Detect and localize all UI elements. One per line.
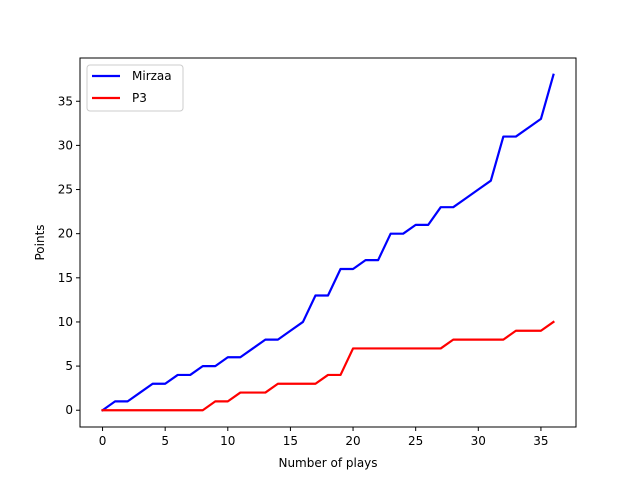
- y-tick-label: 5: [65, 359, 73, 373]
- series-line-1: [101, 73, 555, 412]
- legend-label-1: Mirzaa: [132, 69, 172, 83]
- x-tick-label: 35: [533, 434, 548, 448]
- series-layer: [101, 73, 555, 412]
- x-tick-label: 10: [220, 434, 235, 448]
- y-axis: 0 5 10 15 20 25 30 35: [58, 94, 80, 417]
- x-axis-label: Number of plays: [278, 456, 377, 470]
- y-tick-label: 10: [58, 315, 73, 329]
- y-tick-label: 20: [58, 227, 73, 241]
- y-tick-label: 25: [58, 183, 73, 197]
- legend-label-2: P3: [132, 91, 147, 105]
- x-axis: 0 5 10 15 20 25 30 35: [99, 427, 549, 448]
- y-tick-label: 35: [58, 94, 73, 108]
- x-tick-label: 5: [161, 434, 169, 448]
- y-axis-label: Points: [33, 224, 47, 260]
- x-tick-label: 20: [345, 434, 360, 448]
- x-tick-label: 25: [408, 434, 423, 448]
- legend: Mirzaa P3: [86, 64, 184, 112]
- y-tick-label: 15: [58, 271, 73, 285]
- x-tick-label: 0: [99, 434, 107, 448]
- series-line-2: [101, 320, 555, 412]
- x-tick-label: 15: [283, 434, 298, 448]
- plot-frame: [79, 57, 577, 428]
- y-tick-label: 30: [58, 138, 73, 152]
- y-tick-label: 0: [65, 403, 73, 417]
- x-tick-label: 30: [471, 434, 486, 448]
